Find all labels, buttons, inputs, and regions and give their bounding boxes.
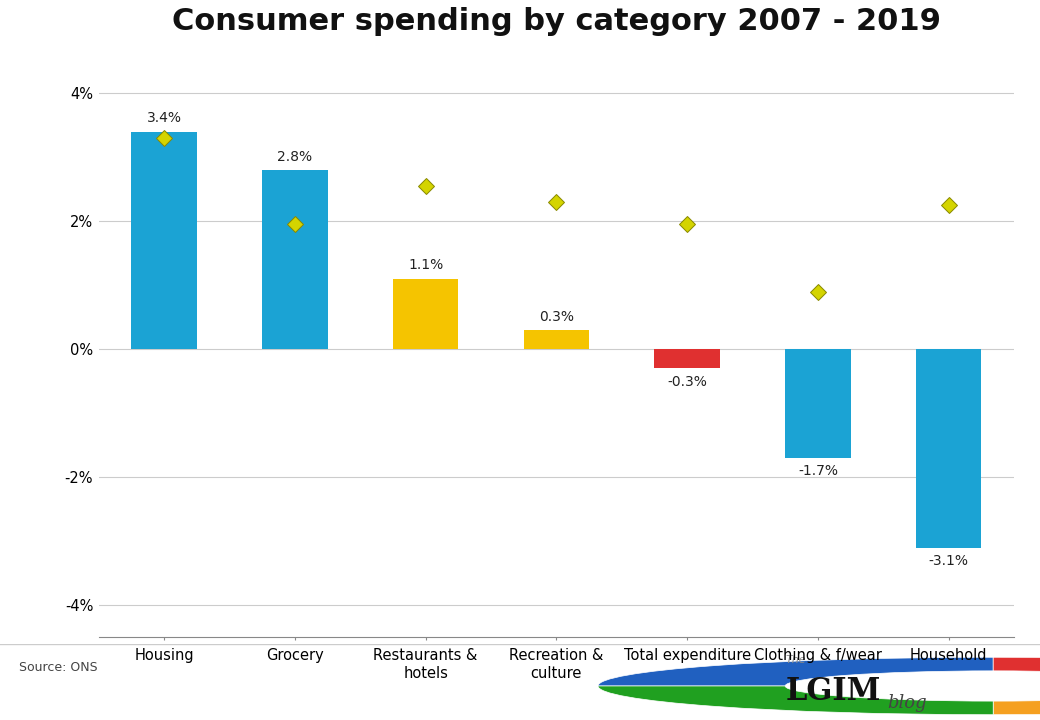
Wedge shape: [993, 686, 1040, 715]
Wedge shape: [598, 686, 993, 715]
Text: -0.3%: -0.3%: [668, 375, 707, 389]
Text: LGIM: LGIM: [785, 676, 881, 707]
Text: Consumer spending by category 2007 - 2019: Consumer spending by category 2007 - 201…: [172, 7, 941, 36]
Wedge shape: [993, 657, 1040, 686]
Bar: [654, 349, 720, 369]
Bar: [262, 170, 328, 349]
Text: July 2022   |   Markets and economics: July 2022 | Markets and economics: [19, 19, 293, 35]
Text: 3.4%: 3.4%: [147, 111, 182, 125]
Text: ⬤  lgimblog.com: ⬤ lgimblog.com: [692, 19, 816, 35]
Text: The: The: [785, 654, 806, 665]
Bar: [916, 349, 982, 548]
Text: 0.3%: 0.3%: [539, 310, 574, 323]
Bar: [393, 279, 459, 349]
Text: Source: ONS: Source: ONS: [19, 660, 98, 674]
Bar: [785, 349, 851, 458]
Wedge shape: [598, 657, 993, 686]
Text: 🐦  @LGIM: 🐦 @LGIM: [900, 19, 968, 35]
Bar: [524, 330, 589, 349]
Bar: [131, 132, 197, 349]
Text: -1.7%: -1.7%: [798, 464, 838, 478]
Text: 1.1%: 1.1%: [408, 258, 443, 272]
Text: -3.1%: -3.1%: [929, 554, 968, 568]
Text: blog: blog: [887, 694, 927, 712]
Text: 2.8%: 2.8%: [278, 150, 312, 163]
